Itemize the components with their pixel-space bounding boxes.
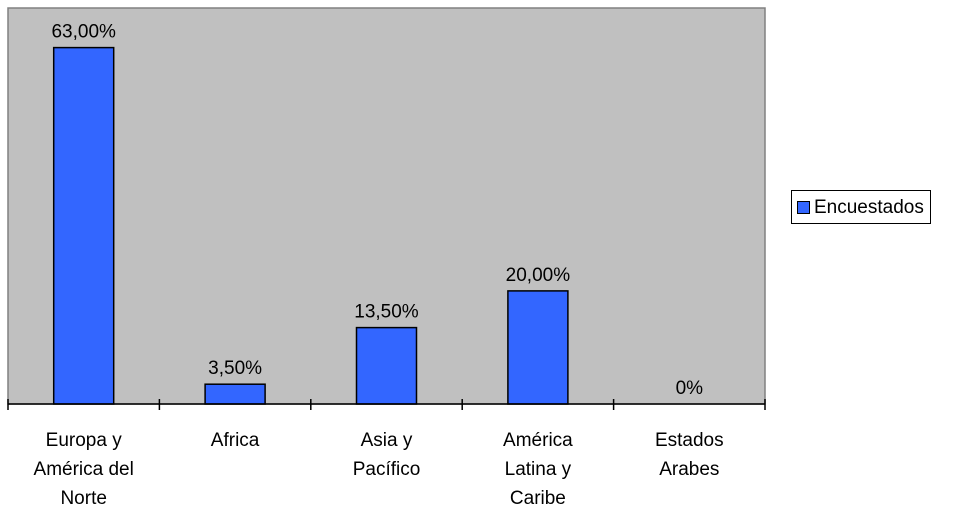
legend: Encuestados xyxy=(791,190,931,224)
category-label-2: Africa xyxy=(211,430,260,451)
data-label-1: 63,00% xyxy=(51,22,116,43)
bars-layer xyxy=(52,46,569,405)
category-label-1: Europa y América del Norte xyxy=(34,430,134,509)
bar-1 xyxy=(52,46,115,405)
bar-4 xyxy=(507,290,569,405)
legend-swatch-encuestados xyxy=(797,200,810,214)
data-label-4: 20,00% xyxy=(506,265,571,286)
category-label-5: Estados Arabes xyxy=(655,430,724,480)
labels-layer: 63,00% 3,50% 13,50% 20,00% 0% Europa y América… xyxy=(34,22,724,509)
bar-2 xyxy=(204,383,266,405)
data-label-5: 0% xyxy=(676,378,704,399)
category-label-3: Asia y Pacífico xyxy=(353,430,421,480)
data-label-2: 3,50% xyxy=(208,358,262,379)
category-label-4: América Latina y Caribe xyxy=(503,430,573,509)
legend-label-encuestados: Encuestados xyxy=(814,196,924,218)
data-label-3: 13,50% xyxy=(354,302,419,323)
x-axis xyxy=(7,399,766,410)
bar-3 xyxy=(355,326,418,405)
